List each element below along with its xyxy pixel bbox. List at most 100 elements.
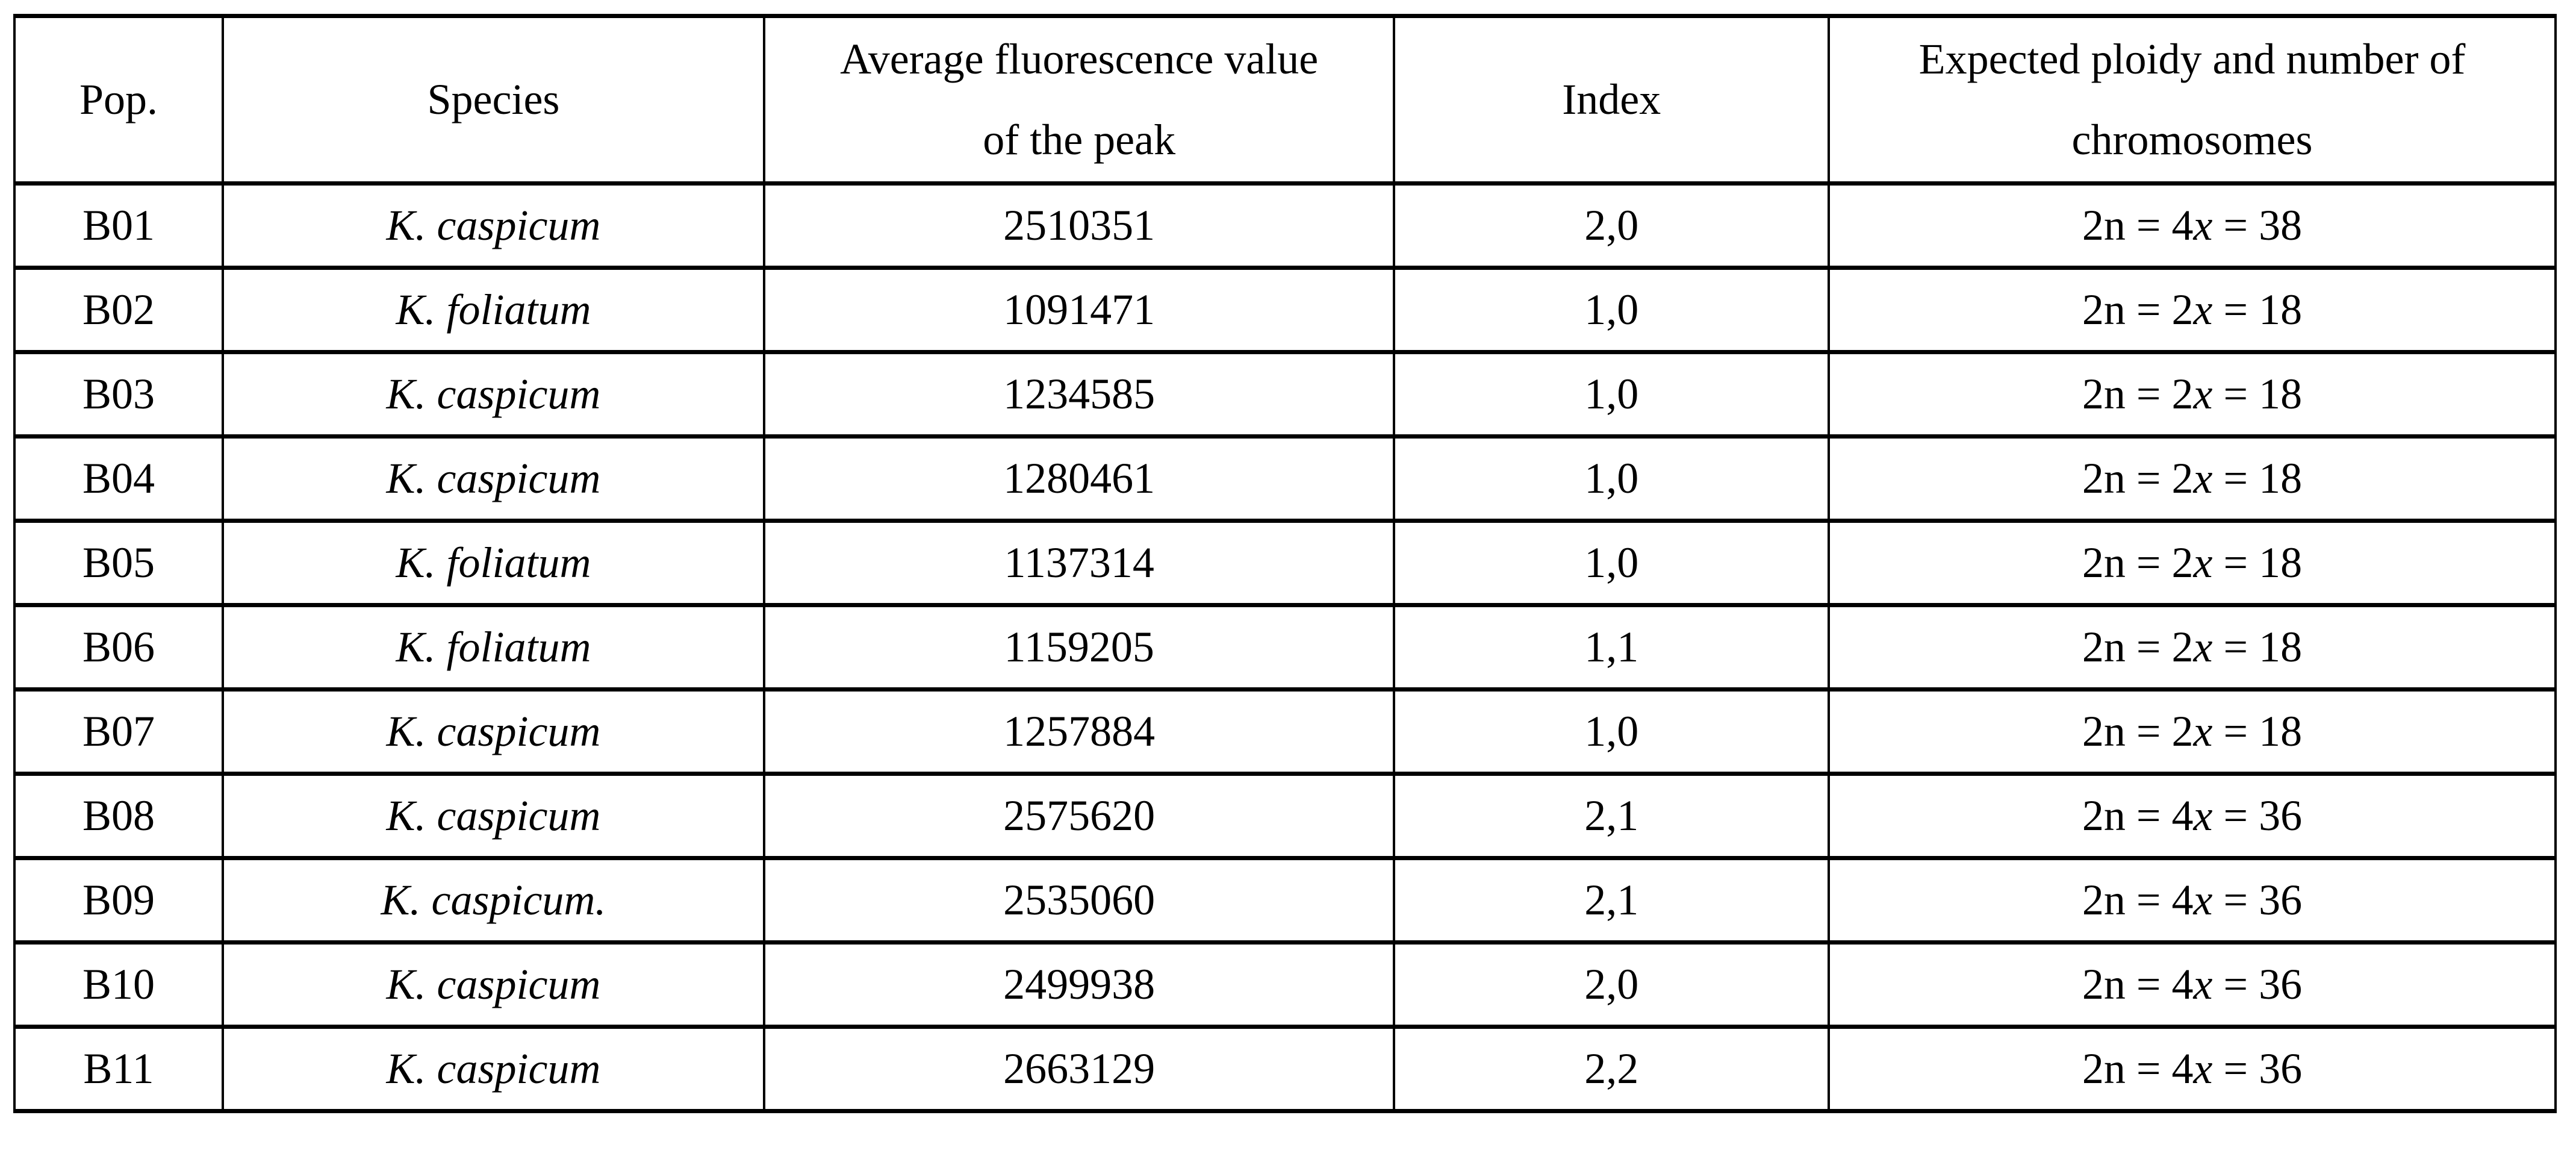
species-cell: K. foliatum <box>222 603 765 692</box>
fluorescence-cell: 2575620 <box>762 772 1396 860</box>
col-header-ploidy-line2: chromosomes <box>2071 115 2313 164</box>
fluorescence-cell: 1091471 <box>762 266 1396 354</box>
table-row: B02 K. foliatum 1091471 1,0 2n = 2x = 18 <box>13 266 2557 354</box>
ploidy-x: x <box>2193 454 2213 503</box>
ploidy-cell: 2n = 4x = 36 <box>1828 772 2557 860</box>
ploidy-cell: 2n = 2x = 18 <box>1828 434 2557 523</box>
fluorescence-cell: 1234585 <box>762 350 1396 439</box>
fluorescence-cell: 1257884 <box>762 687 1396 776</box>
ploidy-prefix: 2n = 2 <box>2082 707 2194 756</box>
table-row: B11 K. caspicum 2663129 2,2 2n = 4x = 36 <box>13 1025 2557 1113</box>
ploidy-x: x <box>2193 1045 2213 1093</box>
col-header-species: Species <box>222 14 765 186</box>
species-cell: K. caspicum. <box>222 856 765 945</box>
ploidy-x: x <box>2193 960 2213 1009</box>
col-header-ploidy: Expected ploidy and number of chromosome… <box>1828 14 2557 186</box>
ploidy-suffix: = 18 <box>2212 707 2303 756</box>
ploidy-prefix: 2n = 4 <box>2082 1045 2194 1093</box>
col-header-fluorescence-line1: Average fluorescence value <box>840 35 1319 84</box>
ploidy-suffix: = 18 <box>2212 286 2303 334</box>
ploidy-table: Pop. Species Average fluorescence value … <box>13 14 2557 1113</box>
table-row: B09 K. caspicum. 2535060 2,1 2n = 4x = 3… <box>13 856 2557 945</box>
table-row: B01 K. caspicum 2510351 2,0 2n = 4x = 38 <box>13 181 2557 270</box>
index-cell: 1,0 <box>1393 350 1831 439</box>
ploidy-prefix: 2n = 4 <box>2082 792 2194 840</box>
pop-cell: B04 <box>13 434 225 523</box>
species-cell: K. caspicum <box>222 940 765 1029</box>
species-cell: K. caspicum <box>222 181 765 270</box>
ploidy-x: x <box>2193 792 2213 840</box>
table-row: B10 K. caspicum 2499938 2,0 2n = 4x = 36 <box>13 940 2557 1029</box>
table-row: B07 K. caspicum 1257884 1,0 2n = 2x = 18 <box>13 687 2557 776</box>
table-row: B05 K. foliatum 1137314 1,0 2n = 2x = 18 <box>13 519 2557 607</box>
ploidy-cell: 2n = 2x = 18 <box>1828 266 2557 354</box>
ploidy-x: x <box>2193 370 2213 419</box>
ploidy-x: x <box>2193 707 2213 756</box>
fluorescence-cell: 1137314 <box>762 519 1396 607</box>
ploidy-x: x <box>2193 539 2213 587</box>
pop-cell: B10 <box>13 940 225 1029</box>
ploidy-prefix: 2n = 2 <box>2082 539 2194 587</box>
index-cell: 2,2 <box>1393 1025 1831 1113</box>
ploidy-prefix: 2n = 2 <box>2082 286 2194 334</box>
index-cell: 2,0 <box>1393 940 1831 1029</box>
ploidy-cell: 2n = 4x = 36 <box>1828 940 2557 1029</box>
pop-cell: B07 <box>13 687 225 776</box>
species-cell: K. foliatum <box>222 519 765 607</box>
pop-cell: B02 <box>13 266 225 354</box>
ploidy-prefix: 2n = 4 <box>2082 201 2194 250</box>
ploidy-cell: 2n = 4x = 38 <box>1828 181 2557 270</box>
col-header-fluorescence: Average fluorescence value of the peak <box>762 14 1396 186</box>
ploidy-suffix: = 38 <box>2212 201 2303 250</box>
index-cell: 1,0 <box>1393 434 1831 523</box>
fluorescence-cell: 2499938 <box>762 940 1396 1029</box>
ploidy-suffix: = 18 <box>2212 370 2303 419</box>
ploidy-x: x <box>2193 623 2213 672</box>
fluorescence-cell: 2663129 <box>762 1025 1396 1113</box>
ploidy-prefix: 2n = 2 <box>2082 454 2194 503</box>
ploidy-suffix: = 18 <box>2212 454 2303 503</box>
index-cell: 2,1 <box>1393 772 1831 860</box>
pop-cell: B03 <box>13 350 225 439</box>
species-cell: K. caspicum <box>222 687 765 776</box>
species-cell: K. caspicum <box>222 350 765 439</box>
pop-cell: B05 <box>13 519 225 607</box>
ploidy-cell: 2n = 2x = 18 <box>1828 687 2557 776</box>
fluorescence-cell: 2510351 <box>762 181 1396 270</box>
fluorescence-cell: 1159205 <box>762 603 1396 692</box>
fluorescence-cell: 1280461 <box>762 434 1396 523</box>
index-cell: 1,0 <box>1393 519 1831 607</box>
table-row: B06 K. foliatum 1159205 1,1 2n = 2x = 18 <box>13 603 2557 692</box>
index-cell: 2,1 <box>1393 856 1831 945</box>
ploidy-suffix: = 18 <box>2212 539 2303 587</box>
ploidy-suffix: = 36 <box>2212 792 2303 840</box>
ploidy-cell: 2n = 4x = 36 <box>1828 856 2557 945</box>
ploidy-prefix: 2n = 2 <box>2082 370 2194 419</box>
pop-cell: B06 <box>13 603 225 692</box>
species-cell: K. caspicum <box>222 1025 765 1113</box>
ploidy-cell: 2n = 2x = 18 <box>1828 603 2557 692</box>
index-cell: 1,0 <box>1393 266 1831 354</box>
ploidy-x: x <box>2193 286 2213 334</box>
ploidy-suffix: = 36 <box>2212 960 2303 1009</box>
ploidy-suffix: = 36 <box>2212 876 2303 925</box>
species-cell: K. caspicum <box>222 772 765 860</box>
ploidy-prefix: 2n = 2 <box>2082 623 2194 672</box>
index-cell: 1,0 <box>1393 687 1831 776</box>
ploidy-prefix: 2n = 4 <box>2082 960 2194 1009</box>
pop-cell: B01 <box>13 181 225 270</box>
col-header-index: Index <box>1393 14 1831 186</box>
index-cell: 1,1 <box>1393 603 1831 692</box>
ploidy-cell: 2n = 2x = 18 <box>1828 350 2557 439</box>
ploidy-cell: 2n = 2x = 18 <box>1828 519 2557 607</box>
col-header-fluorescence-line2: of the peak <box>983 115 1176 164</box>
ploidy-x: x <box>2193 201 2213 250</box>
pop-cell: B09 <box>13 856 225 945</box>
species-cell: K. caspicum <box>222 434 765 523</box>
table-row: B04 K. caspicum 1280461 1,0 2n = 2x = 18 <box>13 434 2557 523</box>
ploidy-x: x <box>2193 876 2213 925</box>
pop-cell: B11 <box>13 1025 225 1113</box>
ploidy-cell: 2n = 4x = 36 <box>1828 1025 2557 1113</box>
table-row: B08 K. caspicum 2575620 2,1 2n = 4x = 36 <box>13 772 2557 860</box>
species-cell: K. foliatum <box>222 266 765 354</box>
